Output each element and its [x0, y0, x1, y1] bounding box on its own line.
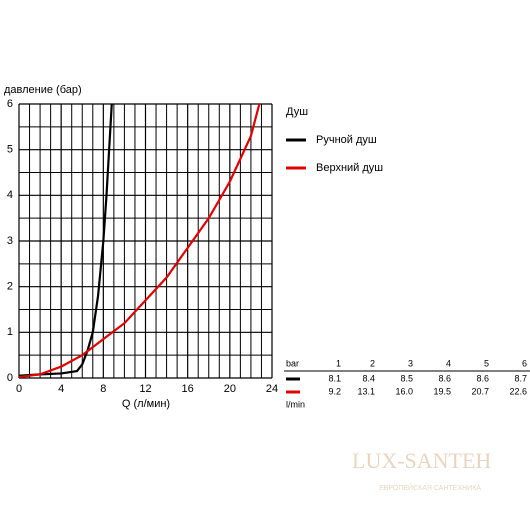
table-column: 5	[484, 358, 489, 368]
table-cell: 19.5	[433, 386, 451, 396]
y-tick-label: 1	[7, 326, 13, 338]
legend-label: Ручной душ	[316, 134, 377, 146]
table-cell: 8.4	[362, 373, 375, 383]
table-column: 3	[408, 358, 413, 368]
y-tick-label: 3	[7, 235, 13, 247]
x-tick-label: 12	[139, 383, 151, 395]
x-tick-label: 0	[16, 383, 22, 395]
watermark-tagline: ЕВРОПЕЙСКАЯ САНТЕХНИКА	[379, 483, 481, 492]
x-axis-label: Q (л/мин)	[122, 398, 170, 410]
table-cell: 20.7	[471, 386, 489, 396]
table-unit: l/min	[286, 399, 305, 409]
table-column: 4	[446, 358, 451, 368]
table-cell: 16.0	[395, 386, 413, 396]
table-cell: 8.6	[476, 373, 489, 383]
table-cell: 9.2	[328, 386, 341, 396]
table-column: 6	[522, 358, 527, 368]
y-tick-label: 5	[7, 144, 13, 156]
table-header-label: bar	[286, 358, 299, 368]
watermark-brand: LUX-SANTEH	[352, 448, 491, 473]
line-series	[18, 103, 261, 379]
x-tick-label: 20	[224, 383, 236, 395]
x-tick-label: 16	[182, 383, 194, 395]
table-cell: 8.6	[438, 373, 451, 383]
x-tick-label: 24	[266, 383, 278, 395]
table-cell: 22.6	[509, 386, 527, 396]
y-tick-label: 2	[7, 281, 13, 293]
y-tick-label: 0	[7, 372, 13, 384]
legend-label: Верхний душ	[316, 162, 383, 174]
x-tick-label: 8	[100, 383, 106, 395]
table-column: 2	[370, 358, 375, 368]
legend-title: Душ	[286, 106, 308, 118]
table-cell: 8.7	[514, 373, 527, 383]
y-axis-label: давление (бар)	[4, 84, 82, 96]
table-column: 1	[336, 358, 341, 368]
table-cell: 13.1	[357, 386, 375, 396]
x-tick-label: 4	[58, 383, 64, 395]
table-cell: 8.1	[328, 373, 341, 383]
line-series	[18, 103, 113, 377]
y-tick-label: 6	[7, 98, 13, 110]
table-cell: 8.5	[400, 373, 413, 383]
y-tick-label: 4	[7, 189, 13, 201]
